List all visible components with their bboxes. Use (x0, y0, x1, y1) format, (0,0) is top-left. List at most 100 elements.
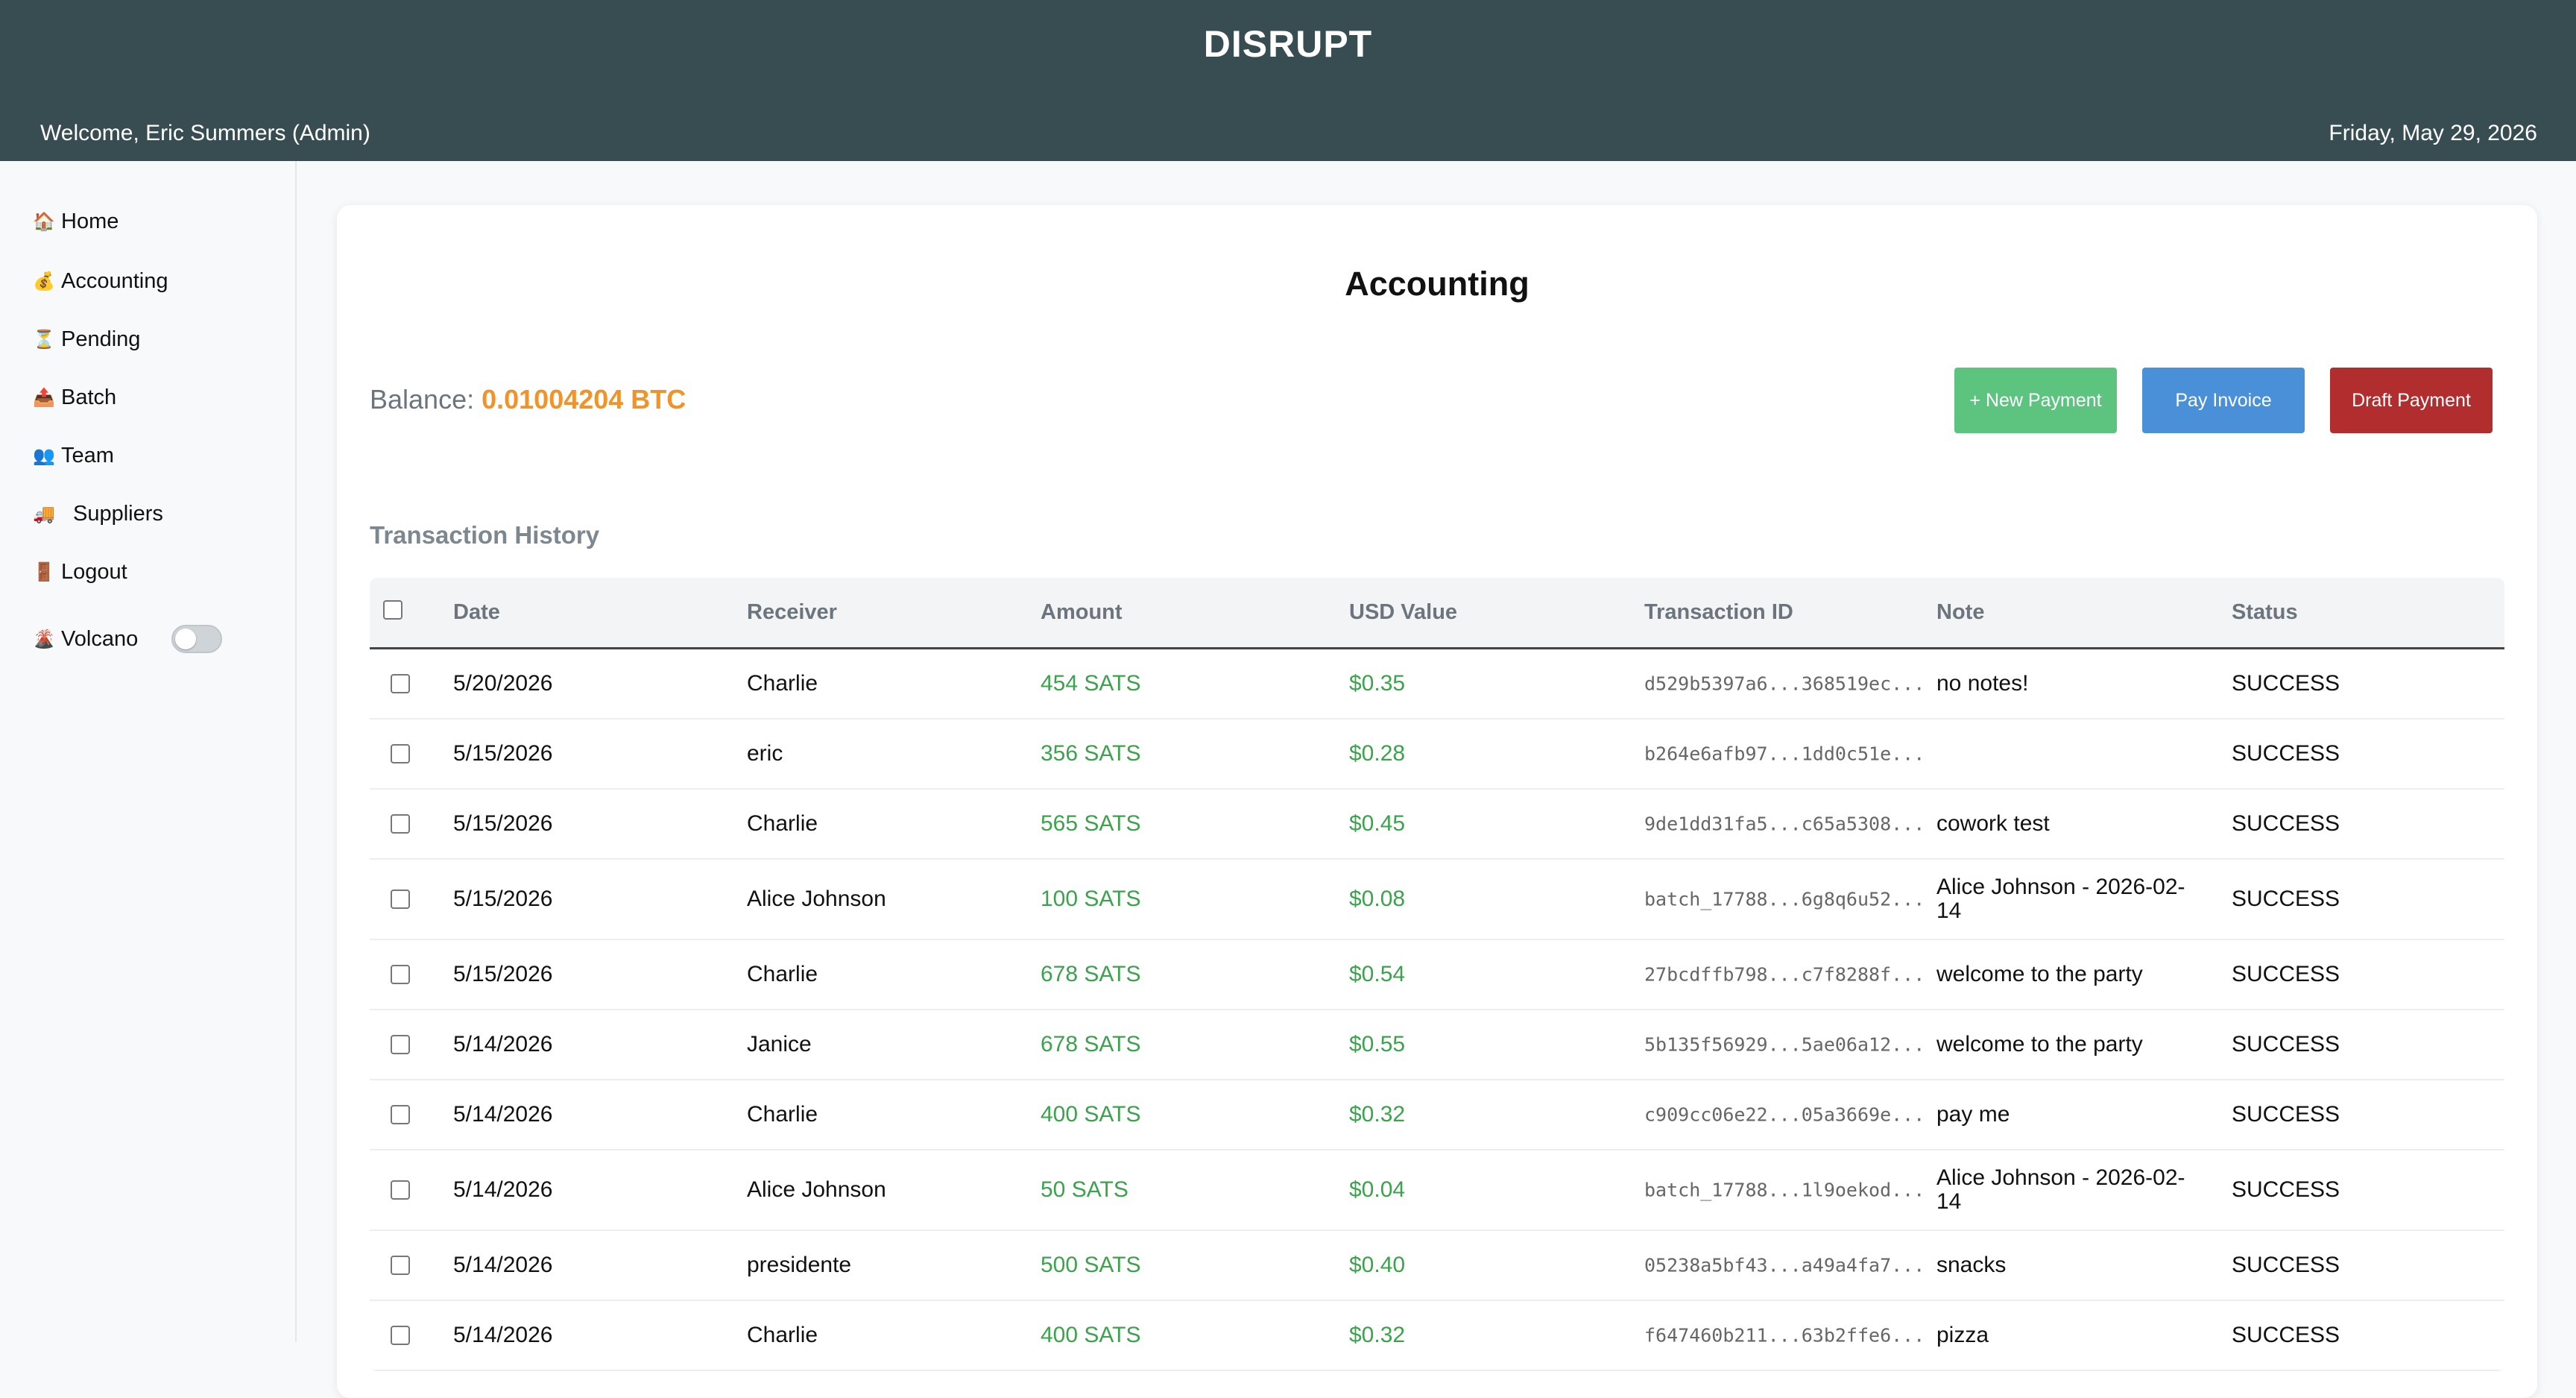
cell-date: 5/14/2026 (453, 1102, 553, 1127)
cell-transaction-id: batch_17788...6g8q6u52... (1644, 888, 1925, 910)
sidebar-item-suppliers[interactable]: 🚚 Suppliers (33, 495, 163, 532)
cell-receiver: Alice Johnson (747, 1177, 886, 1202)
select-all-checkbox[interactable] (383, 600, 402, 620)
cell-receiver: Charlie (747, 671, 818, 696)
cell-status: SUCCESS (2232, 671, 2340, 696)
column-header-amount[interactable]: Amount (1041, 600, 1123, 624)
accounting-panel: Accounting Balance: 0.01004204 BTC + New… (337, 205, 2537, 1398)
sidebar-item-logout[interactable]: 🚪 Logout (33, 553, 127, 591)
balance-value: 0.01004204 BTC (482, 384, 686, 415)
sidebar-item-label: Batch (61, 385, 117, 409)
table-row[interactable]: 5/14/2026 presidente 500 SATS $0.40 05238a5b… (370, 1231, 2504, 1301)
cell-receiver: Alice Johnson (747, 887, 886, 911)
cell-date: 5/20/2026 (453, 671, 553, 696)
truck-icon: 🚚 (33, 503, 55, 524)
cell-receiver: Charlie (747, 1323, 818, 1347)
cell-receiver: Charlie (747, 962, 818, 986)
cell-transaction-id: f647460b211...63b2ffe6... (1644, 1324, 1925, 1347)
cell-amount: 500 SATS (1041, 1253, 1141, 1277)
cell-transaction-id: 05238a5bf43...a49a4fa7... (1644, 1254, 1925, 1276)
table-row[interactable]: 5/15/2026 Charlie 565 SATS $0.45 9de1dd31fa5… (370, 790, 2504, 860)
cell-usd-value: $0.45 (1349, 811, 1406, 836)
row-checkbox[interactable] (391, 1105, 410, 1124)
pay-invoice-button[interactable]: Pay Invoice (2142, 368, 2305, 433)
row-checkbox[interactable] (391, 1180, 410, 1200)
draft-payment-button[interactable]: Draft Payment (2330, 368, 2493, 433)
column-header-receiver[interactable]: Receiver (747, 600, 837, 624)
welcome-text: Welcome, Eric Summers (Admin) (40, 121, 370, 145)
cell-transaction-id: 9de1dd31fa5...c65a5308... (1644, 813, 1925, 835)
sidebar-item-label: Home (61, 209, 119, 233)
cell-usd-value: $0.32 (1349, 1102, 1406, 1127)
column-header-date[interactable]: Date (453, 600, 500, 624)
column-header-usd-value[interactable]: USD Value (1349, 600, 1458, 624)
cell-transaction-id: 27bcdffb798...c7f8288f... (1644, 963, 1925, 986)
row-checkbox[interactable] (391, 814, 410, 834)
new-payment-button[interactable]: + New Payment (1954, 368, 2117, 433)
cell-note: pizza (1936, 1323, 1989, 1347)
table-row[interactable]: 5/15/2026 Charlie 678 SATS $0.54 27bcdffb798… (370, 940, 2504, 1010)
cell-date: 5/14/2026 (453, 1177, 553, 1202)
cell-usd-value: $0.55 (1349, 1032, 1406, 1057)
team-icon: 👥 (33, 445, 55, 466)
cell-receiver: Janice (747, 1032, 812, 1057)
cell-status: SUCCESS (2232, 1253, 2340, 1277)
cell-status: SUCCESS (2232, 1102, 2340, 1127)
sidebar-item-accounting[interactable]: 💰 Accounting (33, 262, 168, 300)
sidebar-item-pending[interactable]: ⏳ Pending (33, 321, 140, 358)
volcano-label: Volcano (61, 626, 139, 651)
row-checkbox[interactable] (391, 1035, 410, 1054)
cell-amount: 678 SATS (1041, 962, 1141, 986)
cell-date: 5/14/2026 (453, 1323, 553, 1347)
cell-date: 5/15/2026 (453, 811, 553, 836)
cell-usd-value: $0.35 (1349, 671, 1406, 696)
table-row[interactable]: 5/20/2026 Charlie 454 SATS $0.35 d529b5397a6… (370, 649, 2504, 720)
home-icon: 🏠 (33, 211, 55, 232)
column-header-transaction-id[interactable]: Transaction ID (1644, 600, 1793, 624)
row-checkbox[interactable] (391, 1256, 410, 1275)
row-checkbox[interactable] (391, 1326, 410, 1345)
cell-usd-value: $0.54 (1349, 962, 1406, 986)
column-header-note[interactable]: Note (1936, 600, 1985, 624)
table-row[interactable]: 5/15/2026 Alice Johnson 100 SATS $0.08 batch… (370, 860, 2504, 940)
balance-display: Balance: 0.01004204 BTC (370, 384, 686, 415)
row-checkbox[interactable] (391, 890, 410, 909)
cell-usd-value: $0.32 (1349, 1323, 1406, 1347)
toggle-knob (175, 629, 196, 649)
cell-note: welcome to the party (1936, 1032, 2143, 1057)
cell-status: SUCCESS (2232, 887, 2340, 911)
volcano-toggle[interactable] (171, 625, 222, 653)
door-icon: 🚪 (33, 561, 55, 582)
cell-note: snacks (1936, 1253, 2007, 1277)
cell-date: 5/14/2026 (453, 1032, 553, 1057)
cell-transaction-id: batch_17788...1l9oekod... (1644, 1179, 1925, 1201)
column-header-status[interactable]: Status (2232, 600, 2298, 624)
table-row[interactable]: 5/14/2026 Charlie 400 SATS $0.32 f647460b211… (370, 1301, 2504, 1371)
section-title: Transaction History (370, 521, 600, 549)
brand-title: DISRUPT (1203, 23, 1373, 65)
sidebar-item-home[interactable]: 🏠 Home (33, 203, 119, 240)
cell-status: SUCCESS (2232, 741, 2340, 766)
cell-status: SUCCESS (2232, 1177, 2340, 1202)
cell-note: Alice Johnson - 2026-02-14 (1936, 875, 2185, 923)
table-row[interactable]: 5/14/2026 Janice 678 SATS $0.55 5b135f56929.… (370, 1010, 2504, 1080)
sidebar-item-team[interactable]: 👥 Team (33, 437, 114, 474)
cell-note: Alice Johnson - 2026-02-14 (1936, 1165, 2185, 1214)
sidebar-item-label: Pending (61, 327, 141, 351)
top-header: DISRUPT Welcome, Eric Summers (Admin) Fr… (0, 0, 2576, 161)
cell-receiver: Charlie (747, 811, 818, 836)
row-checkbox[interactable] (391, 965, 410, 984)
cell-transaction-id: b264e6afb97...1dd0c51e... (1644, 743, 1925, 765)
table-row[interactable]: 5/14/2026 Alice Johnson 50 SATS $0.04 batch_… (370, 1150, 2504, 1231)
cell-usd-value: $0.28 (1349, 741, 1406, 766)
cell-date: 5/14/2026 (453, 1253, 553, 1277)
cell-status: SUCCESS (2232, 1032, 2340, 1057)
cell-usd-value: $0.04 (1349, 1177, 1406, 1202)
row-checkbox[interactable] (391, 674, 410, 693)
sidebar-item-batch[interactable]: 📤 Batch (33, 379, 116, 416)
cell-amount: 565 SATS (1041, 811, 1141, 836)
cell-note: pay me (1936, 1102, 2010, 1127)
table-row[interactable]: 5/15/2026 eric 356 SATS $0.28 b264e6afb97...… (370, 720, 2504, 790)
row-checkbox[interactable] (391, 744, 410, 763)
table-row[interactable]: 5/14/2026 Charlie 400 SATS $0.32 c909cc06e22… (370, 1080, 2504, 1150)
